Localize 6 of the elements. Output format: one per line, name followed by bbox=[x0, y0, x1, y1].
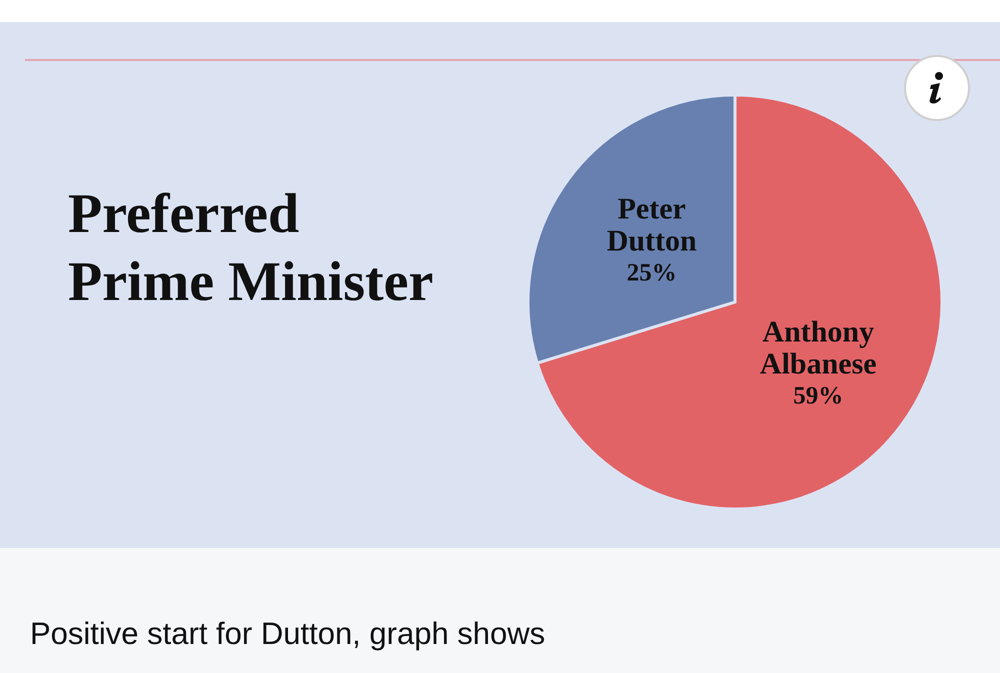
slice-label: Anthony Albanese bbox=[760, 314, 877, 380]
slice-label: Peter Dutton bbox=[606, 192, 698, 258]
text: Positive start for Dutton, graph shows bbox=[30, 616, 546, 652]
data-label: 59% bbox=[793, 382, 844, 409]
data-label: 25% bbox=[626, 259, 677, 286]
text: Preferred Prime Minister bbox=[68, 182, 434, 315]
